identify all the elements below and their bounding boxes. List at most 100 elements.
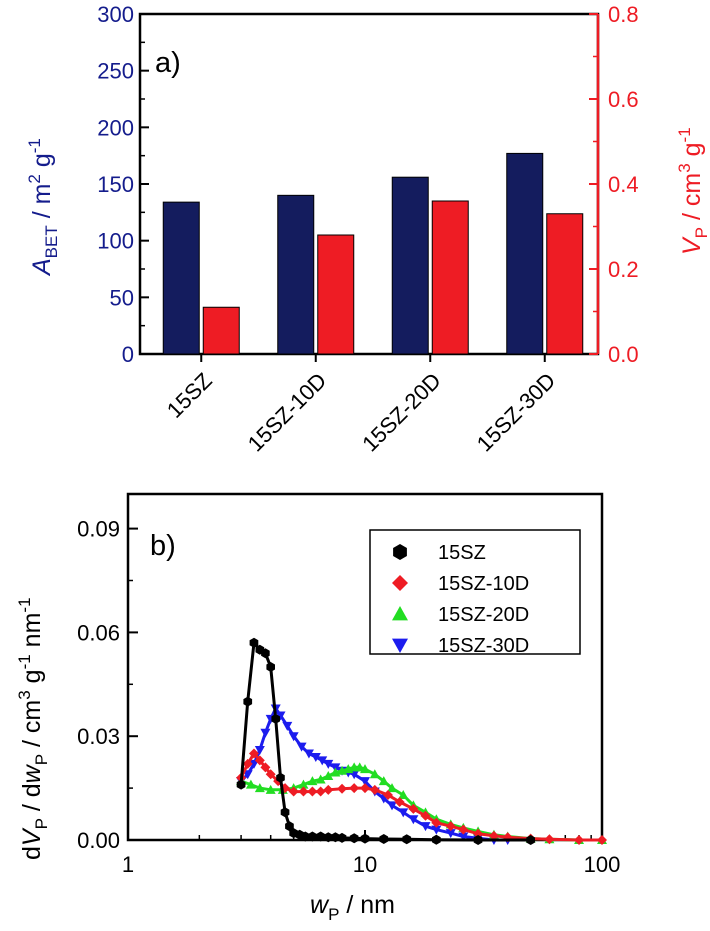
legend-label-15SZ-10D: 15SZ-10D: [438, 573, 529, 595]
data-point-15SZ-10D: [544, 834, 555, 845]
data-point-15SZ-10D: [265, 769, 276, 780]
data-point-15SZ: [261, 648, 270, 659]
data-point-15SZ-20D: [360, 764, 370, 774]
bar-surface-area-15SZ-20D: [391, 176, 429, 355]
data-point-15SZ-20D: [298, 779, 309, 789]
data-point-15SZ-20D: [265, 784, 276, 794]
data-point-15SZ: [316, 831, 325, 842]
right-tick-label: 0.4: [608, 172, 639, 197]
panel-a-left-axis: 0 50 100 150 200 250 300: [97, 2, 149, 367]
data-point-15SZ-20D: [369, 769, 380, 779]
data-point-15SZ-30D: [254, 746, 265, 756]
panel-a-right-axis: 0.0 0.2 0.4 0.6 0.8: [589, 2, 639, 367]
bar-surface-area-15SZ-10D: [277, 194, 315, 355]
data-point-15SZ-10D: [288, 786, 299, 797]
data-point-15SZ-10D: [369, 784, 380, 795]
data-point-15SZ: [360, 833, 370, 844]
data-point-15SZ-10D: [254, 755, 265, 766]
data-point-15SZ-20D: [398, 790, 409, 800]
data-point-15SZ: [236, 779, 246, 790]
series-line-15SZ-10D: [239, 750, 602, 842]
data-point-15SZ-30D: [420, 822, 431, 832]
x-tick-label: 10: [353, 852, 377, 877]
data-point-15SZ-10D: [260, 762, 271, 773]
data-point-15SZ-30D: [458, 832, 469, 842]
data-point-15SZ: [266, 662, 275, 672]
data-point-15SZ-30D: [360, 777, 370, 787]
category-label: 15SZ-30D: [472, 368, 561, 457]
data-point-15SZ: [331, 832, 340, 843]
data-point-15SZ-30D: [445, 829, 456, 839]
data-point-15SZ-10D: [420, 810, 431, 821]
panel-b-xlabel: wP / nm: [310, 891, 395, 924]
series-15SZ-20D: [236, 762, 607, 844]
data-point-15SZ-30D: [248, 759, 259, 769]
data-point-15SZ-10D: [473, 828, 484, 839]
data-point-15SZ-30D: [317, 756, 328, 766]
data-point-15SZ-30D: [398, 808, 409, 818]
category-label: 15SZ: [162, 368, 217, 423]
data-point-15SZ: [280, 807, 290, 818]
data-point-15SZ-10D: [394, 796, 405, 807]
legend-marker-15SZ-10D: [392, 575, 408, 591]
data-point-15SZ: [379, 834, 389, 844]
data-point-15SZ-10D: [458, 824, 469, 835]
data-point-15SZ-10D: [574, 835, 585, 845]
data-point-15SZ-20D: [378, 776, 389, 786]
data-point-15SZ-10D: [382, 790, 393, 801]
data-point-15SZ-10D: [242, 758, 253, 769]
data-point-15SZ-20D: [254, 783, 265, 793]
data-point-15SZ-20D: [323, 770, 334, 780]
data-point-15SZ: [243, 696, 253, 707]
data-point-15SZ-10D: [307, 786, 318, 797]
x-tick-label: 100: [584, 852, 621, 877]
bar-pore-volume-15SZ-20D: [431, 200, 469, 355]
x-tick-label: 1: [122, 852, 134, 877]
data-point-15SZ: [473, 835, 483, 845]
data-point-15SZ-30D: [260, 728, 271, 738]
data-point-15SZ-10D: [323, 784, 334, 795]
data-point-15SZ: [324, 832, 333, 843]
left-tick-label: 200: [97, 115, 134, 140]
bar-pore-volume-15SZ-30D: [546, 213, 584, 355]
data-point-15SZ-10D: [349, 783, 360, 794]
bar-surface-area-15SZ-30D: [506, 152, 544, 355]
left-tick-label: 50: [110, 285, 134, 310]
right-tick-label: 0.2: [608, 257, 639, 282]
left-tick-label: 150: [97, 172, 134, 197]
data-point-15SZ-30D: [431, 825, 442, 835]
data-point-15SZ-10D: [298, 786, 309, 797]
data-point-15SZ-10D: [360, 783, 370, 794]
right-tick-label: 0.6: [608, 87, 639, 112]
legend-label-15SZ-30D: 15SZ-30D: [438, 635, 529, 657]
y-tick-label: 0.06: [77, 620, 120, 645]
y-tick-label: 0.03: [77, 724, 120, 749]
data-point-15SZ: [337, 832, 347, 843]
data-point-15SZ-30D: [282, 721, 293, 731]
panel-b-ylabel: dVP / dwP / cm3 g-1 nm-1: [15, 597, 51, 860]
category-label: 15SZ-20D: [357, 368, 446, 457]
bar-pore-volume-15SZ: [202, 306, 240, 355]
data-point-15SZ: [301, 831, 310, 842]
data-point-15SZ-10D: [597, 835, 607, 845]
series-15SZ-10D: [236, 748, 607, 845]
right-tick-label: 0.0: [608, 342, 639, 367]
category-label: 15SZ-10D: [243, 368, 332, 457]
data-point-15SZ-20D: [307, 776, 318, 786]
data-point-15SZ-10D: [408, 803, 419, 814]
data-point-15SZ: [276, 772, 285, 783]
data-point-15SZ-10D: [445, 821, 456, 832]
left-tick-label: 250: [97, 59, 134, 84]
data-point-15SZ: [402, 834, 412, 845]
data-point-15SZ: [271, 713, 280, 724]
data-point-15SZ-30D: [408, 815, 419, 825]
left-tick-label: 100: [97, 229, 134, 254]
legend-label-15SZ: 15SZ: [438, 542, 486, 564]
panel-b-axes: 1 10 100 0.00 0.03 0.06 0.09: [77, 517, 620, 877]
series-15SZ: [236, 637, 535, 845]
data-point-15SZ: [249, 637, 259, 648]
panel-a-left-ylabel: ABET / m2 g-1: [25, 138, 61, 277]
legend-marker-15SZ-20D: [392, 606, 408, 621]
